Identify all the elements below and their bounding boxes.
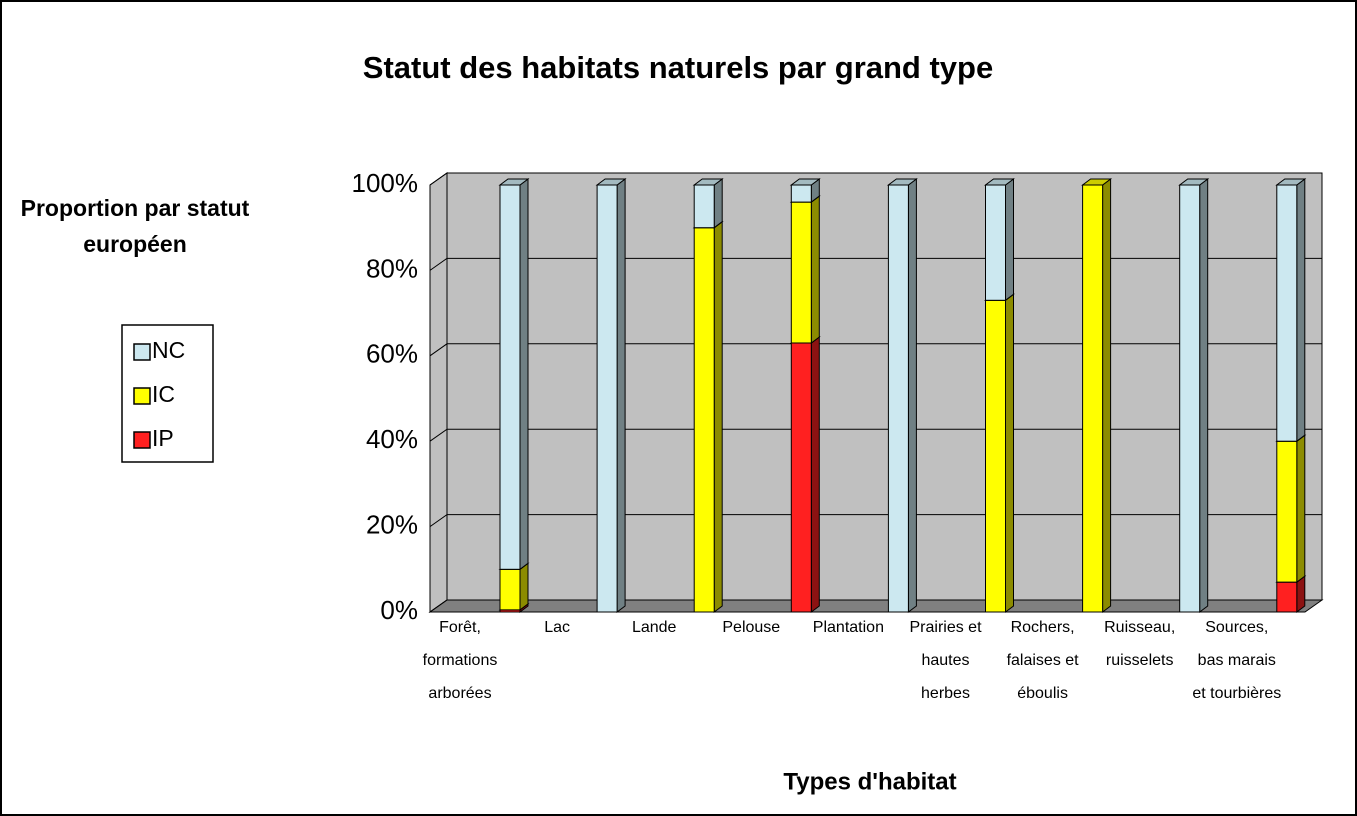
- bar-side: [1005, 293, 1014, 613]
- bar-top: [1081, 178, 1113, 186]
- x-tick-label: Sources, bas marais et tourbières: [1192, 619, 1282, 702]
- legend-label: IP: [152, 425, 174, 451]
- legend-swatch: [133, 387, 151, 405]
- bar-top: [595, 178, 627, 186]
- bar-side: [519, 178, 529, 571]
- x-tick-label: Plantation: [812, 619, 884, 636]
- bar-side: [1296, 434, 1306, 584]
- y-tick-label: 40%: [366, 424, 418, 454]
- y-tick-label: 100%: [352, 168, 419, 198]
- bar-side: [907, 178, 917, 613]
- grid-line: [429, 514, 1322, 528]
- y-tick-label: 60%: [366, 339, 418, 369]
- grid-line: [429, 343, 1322, 357]
- y-axis-title: Proportion par statut européen: [20, 195, 250, 257]
- bar-top: [1178, 178, 1210, 186]
- bar: [596, 184, 618, 613]
- bar-top: [984, 178, 1015, 186]
- bar: [790, 184, 812, 203]
- bar-side: [810, 195, 820, 344]
- bar: [1276, 440, 1298, 583]
- bar: [1276, 581, 1298, 613]
- x-tick-label: Ruisseau, ruisselets: [1104, 619, 1176, 669]
- bar-top: [886, 178, 918, 186]
- legend-label: IC: [152, 381, 175, 407]
- legend-swatch: [133, 343, 151, 361]
- bar-side: [616, 178, 626, 613]
- bar-side: [519, 562, 529, 611]
- bar: [1276, 184, 1298, 442]
- bar: [1082, 184, 1104, 613]
- y-tick-label: 20%: [366, 509, 418, 539]
- bar-top: [1275, 178, 1307, 186]
- x-tick-label: Pelouse: [722, 619, 781, 636]
- y-tick-label: 0%: [380, 595, 418, 625]
- x-tick-label: Lac: [544, 619, 570, 636]
- bar: [499, 184, 521, 570]
- bar-side: [1199, 178, 1209, 613]
- bar-side: [810, 335, 820, 613]
- bar: [887, 184, 909, 613]
- bar: [985, 299, 1006, 613]
- bar: [693, 227, 715, 613]
- grid-line: [429, 599, 1322, 613]
- bar: [985, 184, 1006, 301]
- x-axis-title: Types d'habitat: [783, 768, 956, 795]
- x-tick-label: Lande: [631, 619, 677, 636]
- bar-side: [713, 178, 723, 229]
- bar-side: [1005, 178, 1014, 302]
- bar-side: [1102, 178, 1112, 613]
- bar: [499, 568, 521, 611]
- legend-label: NC: [152, 337, 185, 363]
- bar-top: [789, 178, 821, 186]
- bar: [790, 201, 812, 344]
- x-tick-label: Rochers, falaises et éboulis: [1006, 619, 1079, 702]
- bar: [693, 184, 715, 229]
- grid-line: [429, 428, 1322, 442]
- bar-top: [692, 178, 724, 186]
- x-tick-label: Forêt, formations arborées: [422, 619, 498, 702]
- grid-line: [429, 257, 1322, 271]
- bar-side: [1296, 178, 1306, 443]
- bar-top: [498, 178, 530, 186]
- y-tick-label: 80%: [366, 253, 418, 283]
- bar: [790, 342, 812, 613]
- grid-line: [429, 172, 1322, 186]
- side-wall: [429, 172, 448, 613]
- chart-title: Statut des habitats naturels par grand t…: [363, 50, 993, 85]
- bar-side: [713, 220, 723, 613]
- x-tick-label: Prairies et hautes herbes: [909, 619, 982, 702]
- bar: [1179, 184, 1201, 613]
- legend-swatch: [133, 431, 151, 449]
